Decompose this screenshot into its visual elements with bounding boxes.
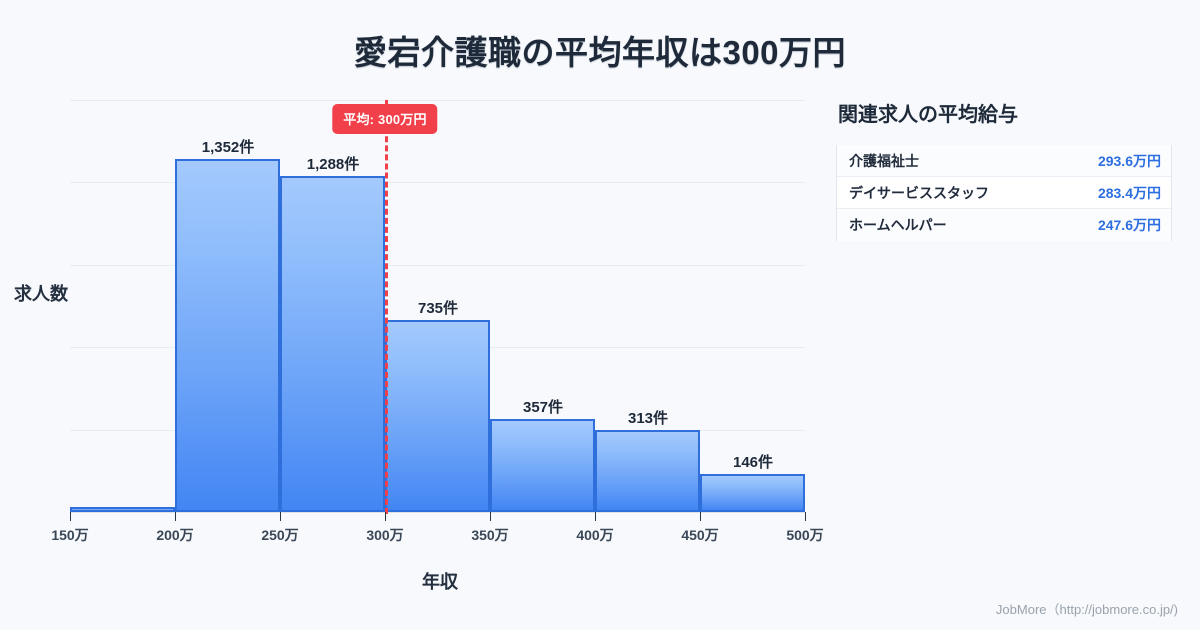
bar-value-label: 146件 (732, 454, 774, 471)
bar[interactable] (700, 474, 805, 512)
bar[interactable] (70, 507, 175, 512)
x-tick-mark (805, 512, 806, 521)
bar-value-label: 313件 (627, 410, 669, 427)
x-tick-mark (280, 512, 281, 521)
x-axis-title: 年収 (422, 572, 458, 592)
bar[interactable] (175, 159, 280, 512)
related-salary-row[interactable]: 介護福祉士 293.6万円 (837, 145, 1171, 177)
x-tick-label: 500万 (786, 527, 824, 543)
x-tick-mark (70, 512, 71, 521)
bar-value-label: 1,352件 (201, 139, 255, 156)
related-salary-panel: 関連求人の平均給与 介護福祉士 293.6万円デイサービススタッフ 283.4万円ホ… (836, 98, 1172, 241)
related-salary-job-name: デイサービススタッフ (849, 184, 989, 201)
related-salary-row[interactable]: デイサービススタッフ 283.4万円 (837, 177, 1171, 209)
page-title: 愛宕介護職の平均年収は300万円 (353, 34, 847, 71)
related-salary-job-name: ホームヘルパー (849, 217, 947, 233)
bar-value-label: 735件 (417, 300, 459, 317)
y-axis-title: 求人数 (14, 284, 68, 304)
bar[interactable] (280, 176, 385, 512)
average-badge: 平均: 300万円 (332, 104, 438, 134)
x-tick-label: 200万 (156, 527, 194, 543)
x-tick-mark (175, 512, 176, 521)
related-salary-job-name: 介護福祉士 (849, 152, 919, 169)
bar-value-label: 1,288件 (306, 156, 360, 173)
footer-watermark: JobMore（http://jobmore.co.jp/) (995, 602, 1178, 617)
gridline (70, 265, 805, 266)
x-tick-mark (490, 512, 491, 521)
related-salary-row[interactable]: ホームヘルパー 247.6万円 (837, 209, 1171, 241)
related-salary-amount: 247.6万円 (1097, 217, 1161, 233)
bar-value-label: 357件 (522, 399, 564, 416)
x-tick-mark (595, 512, 596, 521)
gridline (70, 100, 805, 101)
related-salary-table: 介護福祉士 293.6万円デイサービススタッフ 283.4万円ホームヘルパー 247.… (836, 145, 1172, 241)
x-tick-mark (700, 512, 701, 521)
bar[interactable] (490, 419, 595, 512)
average-line (385, 100, 388, 514)
x-tick-label: 350万 (471, 527, 509, 543)
plot-region: 1,352件 1,288件 735件 357件 313件 146件 (70, 100, 805, 513)
bar[interactable] (385, 320, 490, 512)
x-tick-label: 400万 (576, 527, 614, 543)
x-tick-label: 150万 (51, 527, 89, 543)
related-salary-amount: 293.6万円 (1097, 152, 1161, 169)
x-tick-mark (385, 512, 386, 521)
x-tick-label: 300万 (366, 527, 404, 543)
x-tick-label: 450万 (681, 527, 719, 543)
chart-area: 1,352件 1,288件 735件 357件 313件 146件 平均: 300万円 1… (14, 100, 824, 592)
related-salary-amount: 283.4万円 (1097, 184, 1161, 201)
side-panel-heading: 関連求人の平均給与 (838, 104, 1018, 126)
bar[interactable] (595, 430, 700, 512)
gridline (70, 182, 805, 183)
axis-baseline (70, 512, 805, 513)
x-tick-label: 250万 (261, 527, 299, 543)
